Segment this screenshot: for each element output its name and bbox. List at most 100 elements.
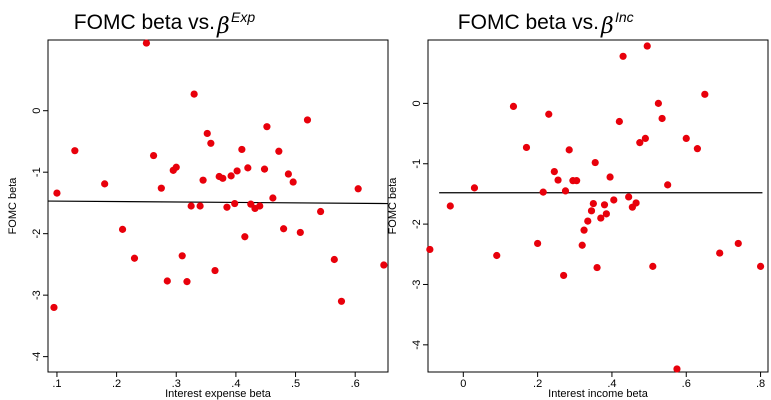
scatter-point xyxy=(426,245,434,254)
y-tick-label: -1 xyxy=(31,167,43,177)
scatter-point xyxy=(231,199,239,208)
scatter-point xyxy=(183,278,191,286)
y-tick-label: -4 xyxy=(411,340,423,350)
scatter-point xyxy=(493,251,501,260)
scatter-point xyxy=(561,187,570,195)
x-axis-ticks: .1 .2 .3 .4 .5 .6 xyxy=(52,372,360,390)
scatter-point xyxy=(163,277,171,285)
scatter-point xyxy=(539,188,547,196)
scatter-point xyxy=(196,202,204,210)
x-tick-label: .8 xyxy=(756,378,765,390)
scatter-point xyxy=(256,202,264,210)
scatter-point xyxy=(470,184,479,192)
scatter-point xyxy=(289,178,297,186)
scatter-point xyxy=(303,116,312,124)
scatter-point xyxy=(584,217,592,225)
scatter-point xyxy=(580,226,588,234)
scatter-point xyxy=(701,90,709,98)
scatter-point xyxy=(534,239,542,248)
scatter-point xyxy=(658,114,666,123)
scatter-point xyxy=(573,177,581,185)
scatter-point xyxy=(227,172,235,180)
scatter-point xyxy=(190,90,198,98)
scatter-points xyxy=(426,42,765,373)
scatter-point xyxy=(545,110,553,118)
x-axis-label: Interest income beta xyxy=(548,388,649,400)
y-tick-label: 0 xyxy=(411,100,423,106)
scatter-point xyxy=(178,252,186,260)
scatter-point xyxy=(756,262,765,270)
scatter-point xyxy=(619,52,627,60)
scatter-point xyxy=(446,202,454,210)
scatter-point xyxy=(600,201,609,209)
scatter-point xyxy=(578,241,586,249)
x-tick-label: .2 xyxy=(112,378,121,390)
scatter-point xyxy=(589,199,597,208)
scatter-point xyxy=(187,202,195,210)
scatter-point xyxy=(241,233,249,241)
plot-frame xyxy=(427,39,769,373)
scatter-point xyxy=(643,42,651,50)
scatter-point xyxy=(199,176,207,184)
chart-panel-expense: FOMC beta vs. β Exp 0 -1 -2 -3 -4 .1 .2 .3 .4 .5… xyxy=(7,9,389,400)
x-axis-ticks: 0 .2 .4 .6 .8 xyxy=(460,372,765,390)
x-axis-label: Interest expense beta xyxy=(165,388,272,400)
y-axis-ticks: 0 -1 -2 -3 -4 xyxy=(411,100,428,350)
scatter-point xyxy=(316,207,325,216)
scatter-point xyxy=(625,193,633,201)
x-tick-label: .3 xyxy=(172,378,181,390)
scatter-point xyxy=(284,170,292,178)
scatter-point xyxy=(269,194,277,202)
scatter-point xyxy=(716,249,724,257)
y-axis-label: FOMC beta xyxy=(7,177,19,235)
scatter-point xyxy=(296,228,304,237)
scatter-point xyxy=(641,134,649,142)
scatter-point xyxy=(554,176,562,184)
scatter-point xyxy=(223,203,231,211)
scatter-point xyxy=(522,143,531,152)
scatter-point xyxy=(207,139,215,147)
scatter-point xyxy=(664,181,672,189)
scatter-point xyxy=(219,174,227,182)
scatter-point xyxy=(591,158,599,167)
x-tick-label: .4 xyxy=(231,378,240,390)
y-axis-ticks: 0 -1 -2 -3 -4 xyxy=(31,108,48,362)
scatter-point xyxy=(244,164,252,172)
y-tick-label: -4 xyxy=(31,352,43,362)
scatter-point xyxy=(636,139,644,147)
scatter-point xyxy=(149,151,158,160)
plot-frame xyxy=(47,39,389,373)
x-tick-label: 0 xyxy=(460,378,466,390)
x-tick-label: .6 xyxy=(682,378,691,390)
scatter-point xyxy=(330,255,338,264)
scatter-point xyxy=(597,214,605,222)
x-tick-label: .1 xyxy=(52,378,61,390)
scatter-point xyxy=(233,167,241,175)
scatter-point xyxy=(354,185,362,193)
scatter-point xyxy=(238,145,246,154)
x-tick-label: .5 xyxy=(291,378,300,390)
scatter-points xyxy=(50,39,388,312)
y-tick-label: -3 xyxy=(411,280,423,290)
scatter-point xyxy=(654,99,662,107)
scatter-point xyxy=(101,180,109,188)
scatter-point xyxy=(380,261,388,269)
scatter-point xyxy=(50,303,58,312)
scatter-point xyxy=(606,173,614,181)
scatter-point xyxy=(71,147,79,155)
y-axis-label: FOMC beta xyxy=(387,177,399,235)
scatter-point xyxy=(337,297,346,305)
y-tick-label: -3 xyxy=(31,290,43,300)
scatter-point xyxy=(602,210,610,218)
fit-line xyxy=(47,200,389,205)
x-tick-label: .2 xyxy=(533,378,542,390)
scatter-point xyxy=(693,145,701,153)
chart-title-symbol: β xyxy=(600,14,614,39)
scatter-point xyxy=(550,167,558,176)
scatter-point xyxy=(263,123,271,131)
y-tick-label: -2 xyxy=(411,219,423,229)
scatter-point xyxy=(649,262,657,270)
scatter-point xyxy=(157,184,165,192)
x-tick-label: .4 xyxy=(607,378,616,390)
x-tick-label: .6 xyxy=(351,378,360,390)
